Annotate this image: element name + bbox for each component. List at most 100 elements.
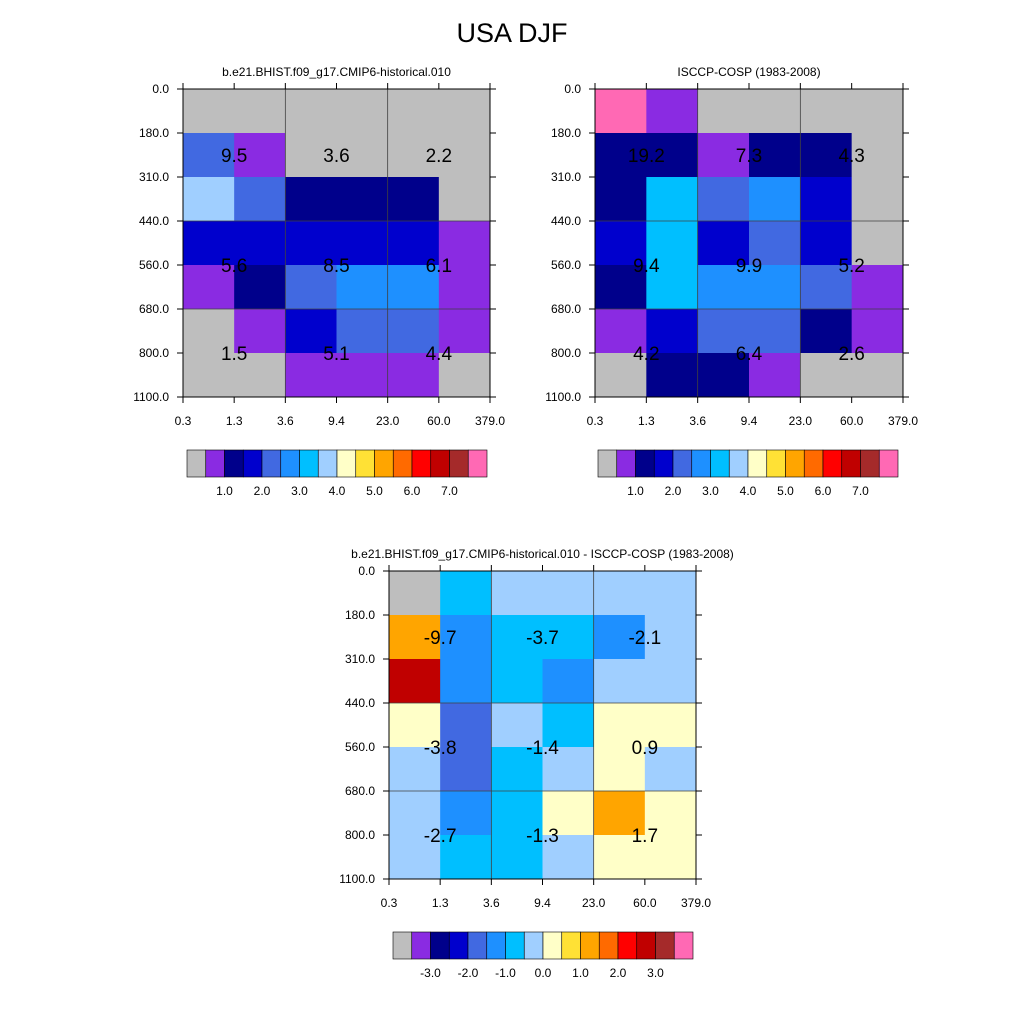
x-tick-label: 379.0 [888, 414, 918, 428]
colorbar-swatch [280, 449, 300, 478]
y-tick-label: 0.0 [564, 82, 581, 96]
colorbar-swatch [299, 449, 319, 478]
heatmap-cell [542, 703, 595, 748]
heatmap-cell [595, 89, 647, 134]
colorbar-swatch [467, 931, 488, 960]
heatmap-cell [646, 353, 699, 398]
heatmap-cell [440, 747, 492, 792]
heatmap-cell [644, 703, 697, 748]
heatmap-cell [183, 265, 235, 310]
colorbar-label: -2.0 [458, 966, 479, 980]
heatmap-cell [697, 221, 750, 266]
colorbar-swatch [317, 449, 338, 478]
cell-value-label: -1.3 [526, 826, 559, 847]
heatmap-cell [595, 353, 647, 398]
heatmap-cell [697, 265, 750, 310]
cell-value-label: 0.9 [632, 738, 658, 759]
y-tick-label: 560.0 [139, 258, 169, 272]
x-tick-label: 9.4 [534, 896, 551, 910]
colorbar-label: 2.0 [665, 484, 682, 498]
heatmap-cell [491, 747, 543, 792]
colorbar-label: -3.0 [420, 966, 441, 980]
colorbar-swatch [449, 449, 469, 478]
heatmap-cell [491, 615, 543, 660]
cell-value-label: -3.7 [526, 628, 559, 649]
heatmap-cell [389, 659, 441, 704]
heatmap-cell [387, 309, 440, 354]
heatmap-cell [646, 309, 699, 354]
x-tick-label: 60.0 [840, 414, 864, 428]
heatmap-cell [646, 265, 699, 310]
colorbar-swatch [261, 449, 282, 478]
heatmap-cell [234, 221, 286, 266]
colorbar-swatch [467, 449, 488, 478]
heatmap-cell [542, 659, 595, 704]
heatmap-cell [646, 221, 699, 266]
heatmap-cell [800, 353, 853, 398]
y-tick-label: 1100.0 [545, 390, 581, 404]
x-tick-label: 1.3 [638, 414, 655, 428]
x-tick-label: 23.0 [582, 896, 606, 910]
colorbar-swatch [411, 449, 432, 478]
colorbar-label: 5.0 [777, 484, 794, 498]
colorbar-swatch [561, 931, 581, 960]
colorbar-swatch [728, 449, 749, 478]
cell-value-label: 4.2 [633, 344, 659, 365]
x-tick-label: 0.3 [381, 896, 398, 910]
heatmap-cell [595, 309, 647, 354]
panel-title: ISCCP-COSP (1983-2008) [677, 65, 820, 79]
colorbar-swatch [186, 449, 207, 478]
heatmap-cell [644, 659, 697, 704]
heatmap-cell [234, 309, 286, 354]
heatmap-cell [595, 221, 647, 266]
colorbar-swatch [597, 449, 618, 478]
heatmap-cell [851, 133, 904, 178]
colorbar: 1.0 2.0 3.0 4.0 5.0 6.0 7.0 [597, 449, 899, 498]
heatmap-cell [800, 221, 853, 266]
colorbar-swatch [580, 931, 600, 960]
panel-title: b.e21.BHIST.f09_g17.CMIP6-historical.010… [351, 547, 734, 561]
heatmap-cell [697, 177, 750, 222]
heatmap-cell [336, 265, 389, 310]
cell-value-label: 4.3 [838, 146, 864, 167]
heatmap-cell [595, 133, 647, 178]
colorbar-label: 1.0 [216, 484, 233, 498]
y-tick-label: 800.0 [345, 828, 375, 842]
y-tick-label: 180.0 [345, 608, 375, 622]
x-tick-label: 379.0 [475, 414, 505, 428]
y-tick-label: 680.0 [139, 302, 169, 316]
cell-value-label: 5.1 [323, 344, 349, 365]
heatmap-cell [440, 791, 492, 836]
heatmap-cell [644, 571, 697, 616]
cell-value-label: -1.4 [526, 738, 559, 759]
heatmap-cell [644, 747, 697, 792]
heatmap-cell [438, 309, 491, 354]
heatmap-cell [800, 177, 853, 222]
colorbar-label: 6.0 [404, 484, 421, 498]
colorbar-swatch [672, 449, 693, 478]
heatmap-cell [387, 353, 440, 398]
heatmap-cell [183, 221, 235, 266]
heatmap-cell [644, 835, 697, 880]
y-tick-label: 310.0 [551, 170, 581, 184]
heatmap-cell [851, 353, 904, 398]
colorbar: -3.0 -2.0 -1.0 0.0 1.0 2.0 3.0 [392, 931, 694, 980]
y-tick-label: 440.0 [139, 214, 169, 228]
heatmap-cell [593, 659, 646, 704]
x-tick-label: 23.0 [789, 414, 813, 428]
cell-value-label: -2.1 [628, 628, 661, 649]
colorbar-swatch [505, 931, 525, 960]
heatmap-cell [183, 177, 235, 222]
cell-value-label: 5.2 [838, 256, 864, 277]
y-tick-label: 180.0 [139, 126, 169, 140]
heatmap-cell [593, 571, 646, 616]
heatmap-cell [389, 615, 441, 660]
heatmap-cell [851, 309, 904, 354]
heatmap-cell [593, 703, 646, 748]
colorbar-swatch [803, 449, 824, 478]
y-tick-label: 680.0 [551, 302, 581, 316]
heatmap-cell [183, 353, 235, 398]
heatmap-cell [542, 835, 595, 880]
cell-value-label: 8.5 [323, 256, 349, 277]
